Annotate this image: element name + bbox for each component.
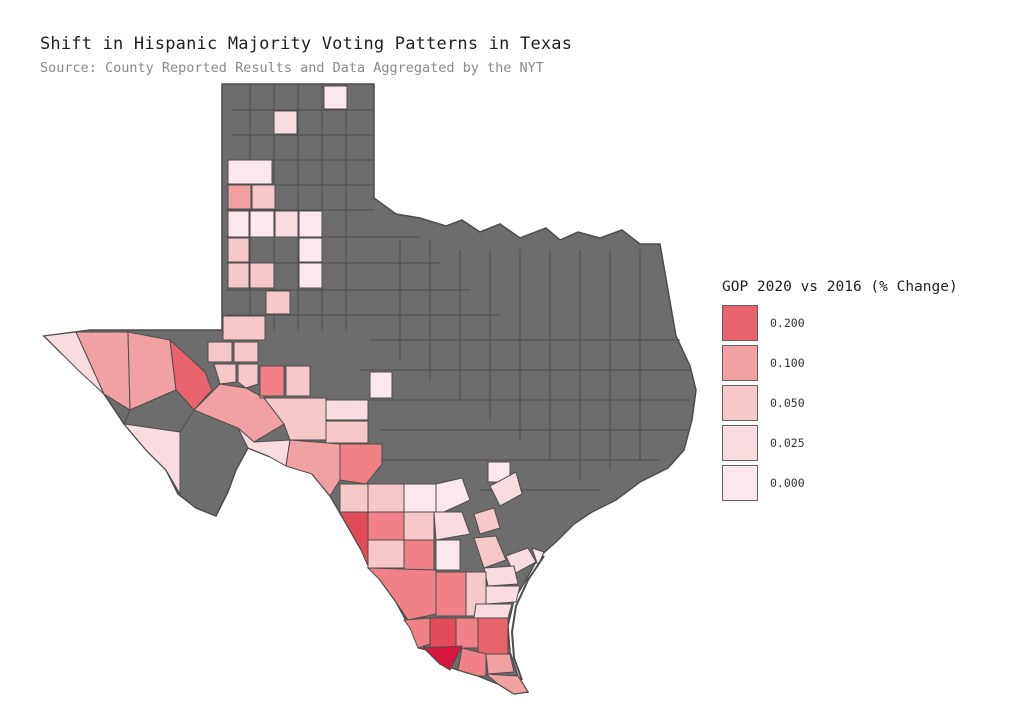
county: [249, 262, 275, 289]
county: [369, 371, 393, 399]
legend-label: 0.025: [770, 436, 805, 450]
chart-title: Shift in Hispanic Majority Voting Patter…: [40, 34, 573, 54]
county: [213, 363, 237, 385]
legend-title: GOP 2020 vs 2016 (% Change): [722, 279, 958, 295]
county: [455, 617, 479, 649]
county: [122, 423, 181, 496]
county: [325, 399, 369, 421]
legend-swatch: [722, 345, 758, 381]
county: [169, 338, 213, 411]
county: [477, 617, 509, 655]
county: [285, 365, 311, 397]
county: [207, 341, 233, 363]
county: [339, 511, 369, 567]
county: [403, 483, 437, 513]
county: [473, 603, 513, 619]
county: [265, 290, 291, 315]
county: [485, 653, 515, 675]
county: [298, 262, 323, 289]
county: [323, 85, 348, 110]
county: [274, 210, 299, 238]
county: [435, 477, 471, 513]
county-grid: [226, 84, 690, 491]
county: [429, 617, 457, 649]
legend-item: 0.000: [722, 463, 958, 503]
county: [237, 363, 259, 389]
county: [227, 262, 250, 289]
county: [262, 397, 327, 441]
county: [485, 585, 521, 605]
legend-item: 0.050: [722, 383, 958, 423]
county: [273, 110, 298, 135]
county: [233, 341, 259, 363]
barrier-island: [510, 555, 545, 681]
county: [298, 210, 323, 238]
legend-swatch: [722, 385, 758, 421]
county: [435, 571, 467, 617]
county: [433, 511, 471, 541]
county: [367, 539, 405, 569]
legend-items: 0.200 0.100 0.050 0.025 0.000: [722, 303, 958, 503]
legend-item: 0.200: [722, 303, 958, 343]
county: [403, 511, 435, 541]
county: [367, 483, 405, 513]
county: [473, 507, 501, 535]
county: [259, 365, 285, 397]
colored-counties: [42, 85, 545, 695]
county: [285, 439, 341, 497]
county: [457, 647, 487, 677]
county: [298, 237, 323, 263]
legend-label: 0.100: [770, 356, 805, 370]
county: [227, 237, 250, 263]
county: [489, 471, 523, 507]
county: [483, 565, 519, 587]
county: [484, 673, 529, 695]
legend-swatch: [722, 305, 758, 341]
legend-swatch: [722, 465, 758, 501]
county: [473, 535, 507, 569]
legend-label: 0.050: [770, 396, 805, 410]
county: [227, 159, 273, 185]
county: [251, 184, 276, 210]
county: [222, 315, 266, 341]
legend: GOP 2020 vs 2016 (% Change) 0.200 0.100 0.…: [722, 279, 958, 503]
county: [403, 539, 435, 571]
legend-item: 0.100: [722, 343, 958, 383]
county: [417, 645, 463, 671]
county: [435, 539, 461, 571]
county: [249, 210, 275, 238]
county: [227, 184, 252, 210]
county: [339, 483, 369, 513]
county: [403, 617, 431, 649]
chart-subtitle: Source: County Reported Results and Data…: [40, 60, 544, 76]
county: [42, 331, 105, 395]
county: [339, 443, 383, 485]
legend-swatch: [722, 425, 758, 461]
legend-item: 0.025: [722, 423, 958, 463]
county: [367, 511, 405, 541]
legend-label: 0.200: [770, 316, 805, 330]
county: [123, 389, 195, 433]
legend-label: 0.000: [770, 476, 805, 490]
county: [325, 420, 369, 444]
county: [227, 210, 250, 238]
